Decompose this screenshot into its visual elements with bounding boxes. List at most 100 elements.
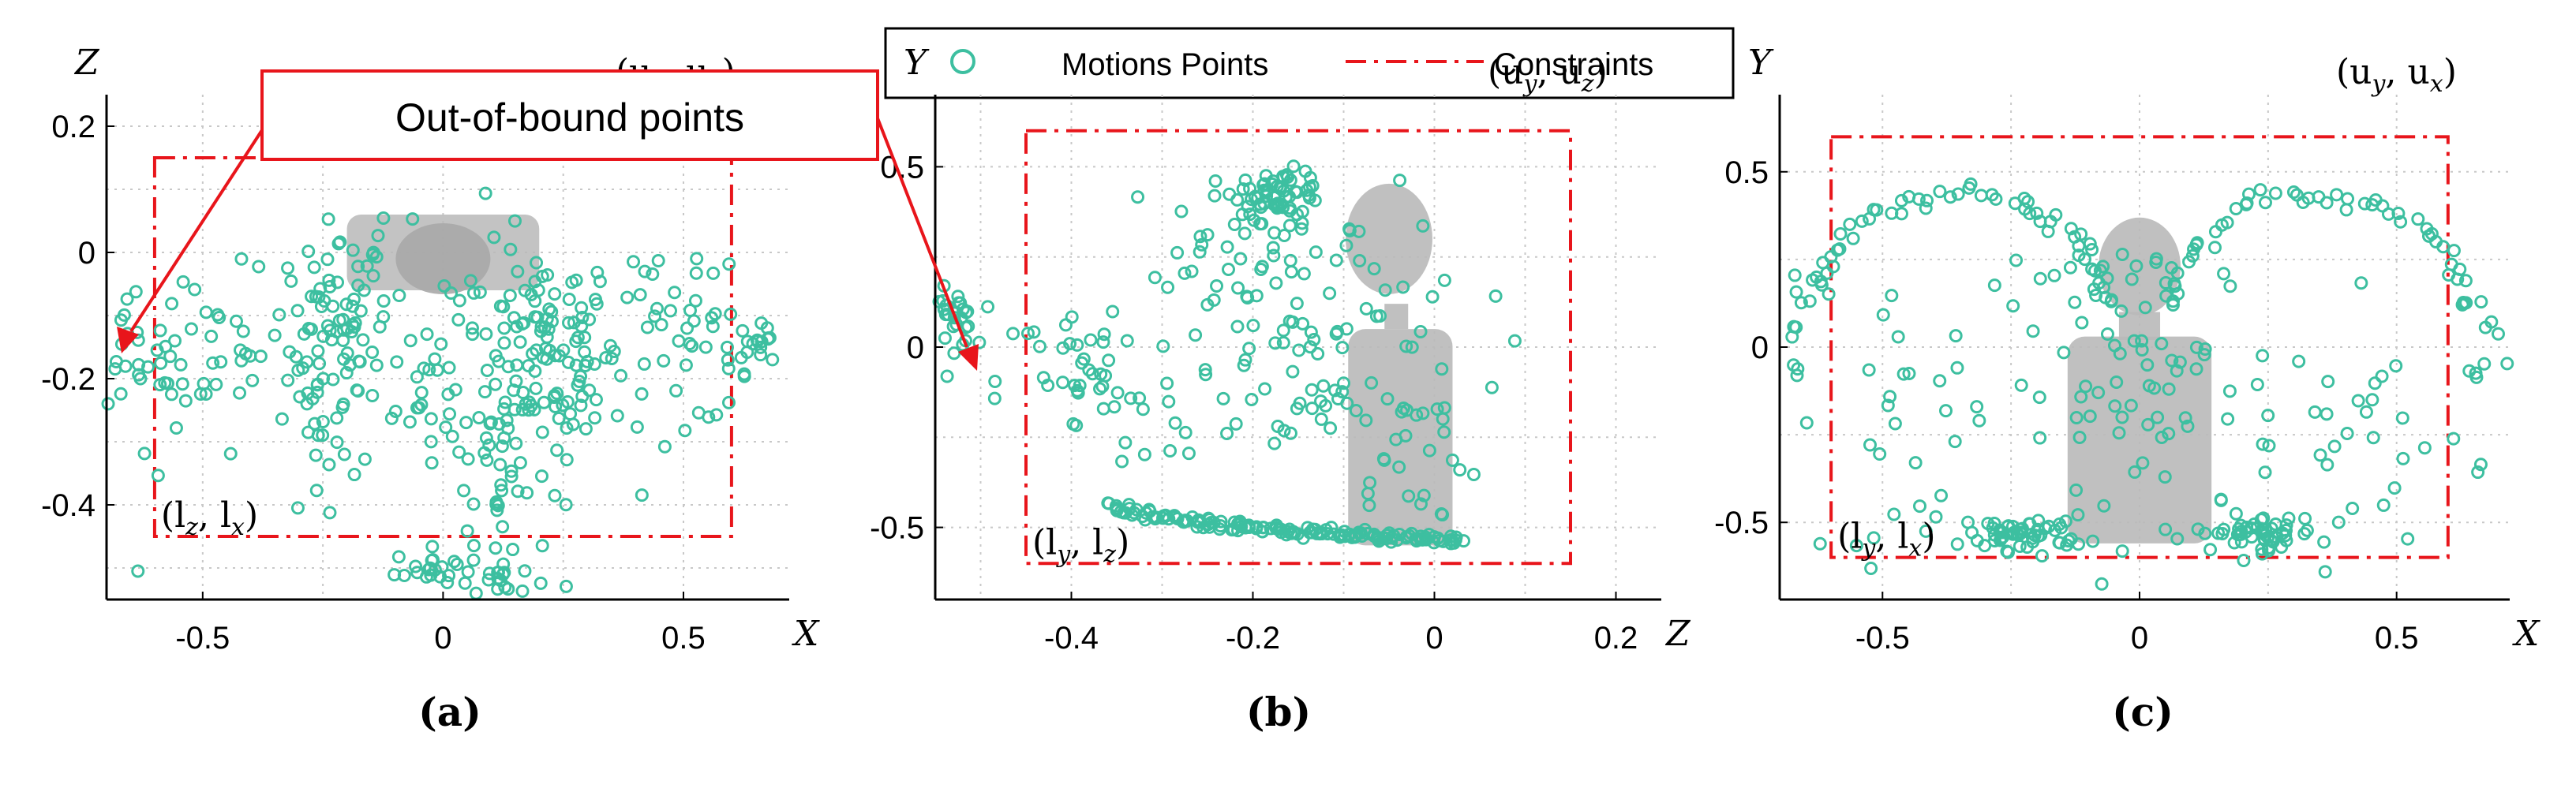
silhouette-body — [2067, 336, 2212, 544]
motion-point — [425, 553, 439, 567]
motion-point — [2127, 334, 2141, 348]
motion-point — [2256, 437, 2270, 451]
motion-point — [685, 339, 699, 353]
motion-point — [1118, 435, 1133, 450]
motion-point — [2162, 382, 2176, 396]
motion-point — [1220, 426, 1234, 440]
motion-point — [1919, 524, 1933, 538]
motion-point — [466, 497, 481, 511]
motion-point — [2500, 357, 2514, 371]
motion-point — [234, 343, 248, 357]
motion-point — [593, 275, 607, 289]
chart-3: -0.5 0 0.5 0.5 0 -0.5 X Y (uy, ux) (ly, lx) (c) — [1714, 43, 2540, 735]
motion-point — [2110, 375, 2124, 389]
motion-point — [1216, 391, 1230, 405]
motion-point — [1319, 523, 1333, 537]
motion-point — [1913, 499, 1927, 514]
motion-point — [320, 319, 335, 333]
motion-point — [2092, 276, 2106, 290]
motion-point — [2262, 544, 2276, 558]
motion-point — [160, 376, 174, 390]
motion-point — [1056, 341, 1070, 355]
motion-point — [1258, 382, 1272, 396]
motion-point — [2203, 543, 2218, 557]
motion-point — [2357, 196, 2372, 211]
motion-point — [2181, 419, 2195, 433]
motion-point — [1891, 330, 1905, 344]
motion-point — [331, 237, 346, 251]
legend-constraint-label: Constraints — [1494, 47, 1653, 82]
motion-point — [956, 302, 970, 316]
motion-point — [101, 397, 115, 411]
motion-point — [495, 439, 509, 454]
motion-point — [1919, 201, 1933, 215]
motion-point — [610, 409, 624, 423]
motion-point — [2354, 276, 2368, 290]
motion-point — [309, 484, 324, 498]
motion-point — [369, 358, 384, 372]
motion-point — [1227, 218, 1241, 232]
motion-point — [1305, 178, 1320, 192]
motion-point — [1843, 217, 1857, 231]
motion-point — [504, 242, 518, 256]
motion-point — [2072, 431, 2087, 445]
motion-point — [347, 468, 361, 482]
motion-point — [2009, 253, 2024, 267]
motion-point — [1986, 521, 2000, 535]
motion-point — [2331, 515, 2346, 529]
motion-point — [308, 417, 322, 431]
motion-point — [1245, 392, 1259, 406]
motion-point — [548, 287, 562, 301]
motion-point — [390, 355, 404, 369]
motion-point — [1256, 177, 1271, 192]
motion-point — [439, 420, 453, 435]
motion-point — [2000, 544, 2014, 559]
motion-point — [1066, 417, 1080, 431]
motion-point — [2053, 517, 2067, 532]
motion-point — [1071, 386, 1085, 400]
motion-point — [578, 331, 592, 345]
motion-point — [2237, 553, 2251, 567]
motion-point — [2068, 230, 2082, 244]
motion-point — [507, 214, 522, 228]
motion-point — [668, 286, 682, 300]
legend-motion-marker — [950, 49, 975, 74]
motion-point — [437, 278, 451, 293]
motion-point — [664, 304, 678, 318]
constraint-box — [1024, 129, 1572, 566]
motion-point — [2159, 522, 2173, 536]
motion-point — [2340, 426, 2354, 440]
motion-point — [1787, 319, 1801, 334]
motion-point — [1214, 514, 1228, 529]
motion-point — [961, 319, 975, 334]
motion-point — [2230, 528, 2245, 542]
motion-point — [1282, 219, 1297, 233]
motion-point — [534, 576, 548, 590]
motion-point — [443, 407, 457, 421]
motion-point — [1949, 329, 1963, 343]
motion-point — [473, 285, 487, 299]
motion-point — [988, 374, 1002, 388]
motion-point — [2069, 483, 2084, 497]
motion-point — [477, 446, 492, 460]
motion-point — [358, 452, 372, 466]
motion-point — [1405, 340, 1419, 354]
motion-point — [1908, 456, 1923, 470]
motion-point — [2030, 206, 2044, 220]
motion-point — [2001, 519, 2016, 533]
motion-point — [330, 411, 344, 425]
motion-point — [2115, 247, 2129, 261]
motion-point — [651, 253, 665, 267]
motion-point — [199, 305, 213, 319]
motion-point — [211, 308, 225, 322]
motion-point — [1307, 332, 1321, 346]
upper-bound-label: (uy, uz) — [1488, 52, 1608, 98]
motion-point — [1279, 168, 1294, 182]
motion-point — [2108, 399, 2122, 413]
motion-point — [1282, 314, 1297, 328]
motion-point — [535, 539, 549, 553]
motion-point — [1230, 192, 1245, 207]
motion-point — [114, 387, 128, 401]
motion-point — [322, 458, 336, 472]
